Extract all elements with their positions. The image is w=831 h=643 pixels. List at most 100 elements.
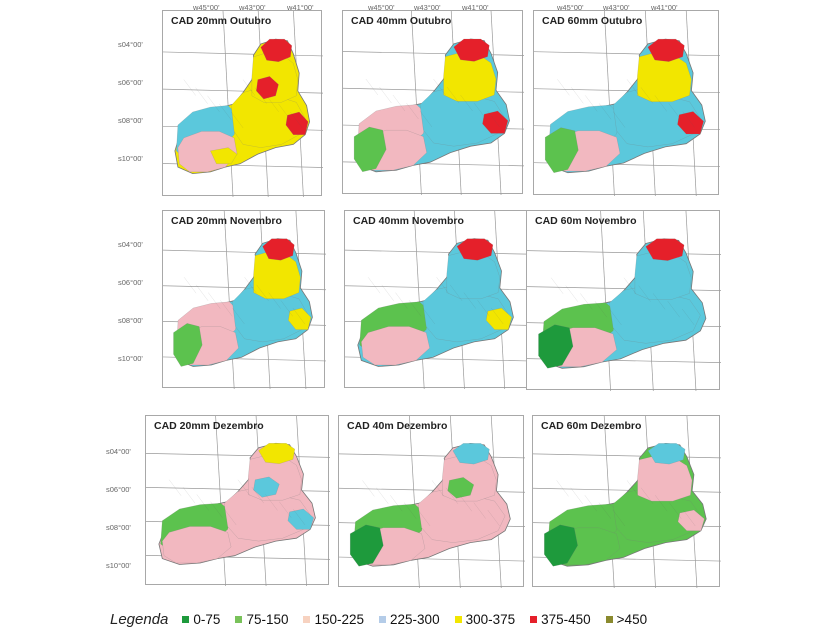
meridian-line bbox=[603, 416, 615, 588]
longitude-label: w43°00' bbox=[603, 3, 630, 12]
municipality-border bbox=[224, 508, 237, 526]
map-region-eastspot bbox=[288, 307, 312, 330]
latitude-label: s04°00' bbox=[106, 447, 131, 456]
map-region-eastspot bbox=[677, 509, 705, 531]
municipality-border bbox=[477, 300, 490, 317]
legend-item: 225-300 bbox=[379, 612, 440, 627]
municipality-border bbox=[244, 277, 257, 294]
map-panel: CAD 40m Dezembro bbox=[338, 415, 525, 588]
legend-label: 300-375 bbox=[465, 611, 516, 627]
map-region-midspot bbox=[447, 477, 475, 499]
legend-item: 150-225 bbox=[303, 612, 364, 627]
legend-swatch bbox=[182, 615, 190, 623]
municipality-border bbox=[367, 277, 381, 294]
longitude-label: w43°00' bbox=[414, 3, 441, 12]
municipality-border bbox=[446, 86, 460, 104]
municipality-border bbox=[419, 110, 433, 128]
longitude-label: w41°00' bbox=[287, 3, 314, 12]
municipality-border bbox=[667, 301, 680, 318]
municipality-border bbox=[279, 501, 292, 518]
map-region-swpatch bbox=[538, 324, 574, 369]
legend: Legenda 0-75 75-150 150-225 225-300 300-375 3… bbox=[110, 608, 662, 630]
meridian-line bbox=[411, 11, 422, 195]
panel-title: CAD 40mm Novembro bbox=[353, 215, 464, 227]
map-panel: CAD 60m Novembro bbox=[526, 210, 721, 391]
municipality-border bbox=[682, 308, 695, 326]
municipality-border bbox=[182, 486, 196, 504]
map-region-tip bbox=[258, 443, 296, 464]
panel-title: CAD 20mm Novembro bbox=[171, 215, 282, 227]
legend-swatch bbox=[454, 615, 462, 623]
latitude-label: s06°00' bbox=[106, 485, 131, 494]
map-region-eastspot bbox=[285, 111, 309, 135]
municipality-border bbox=[406, 102, 419, 120]
municipality-border bbox=[436, 277, 449, 294]
legend-swatch bbox=[303, 615, 311, 623]
municipality-border bbox=[268, 292, 281, 309]
parallel-line bbox=[345, 249, 528, 255]
legend-label: 0-75 bbox=[193, 611, 221, 627]
map-region-midspot bbox=[256, 76, 279, 100]
municipality-border bbox=[669, 502, 682, 519]
legend-item: 75-150 bbox=[235, 612, 288, 627]
municipality-border bbox=[395, 292, 408, 309]
latitude-label: s06°00' bbox=[118, 278, 143, 287]
map-panel: CAD 20mm Dezembro bbox=[145, 415, 330, 586]
municipality-border bbox=[626, 480, 640, 497]
legend-items: 0-75 75-150 150-225 225-300 300-375 375-450 >4… bbox=[182, 612, 662, 627]
map-region-tip bbox=[453, 38, 490, 62]
map-region-eastspot bbox=[287, 508, 314, 530]
panel-title: CAD 40m Dezembro bbox=[347, 420, 448, 432]
longitude-label: w41°00' bbox=[462, 3, 489, 12]
map-canvas bbox=[163, 211, 326, 389]
municipality-border bbox=[422, 307, 436, 325]
legend-swatch bbox=[530, 615, 538, 623]
panel-title: CAD 20mm Outubro bbox=[171, 15, 272, 27]
municipality-border bbox=[392, 94, 406, 112]
municipality-border bbox=[598, 103, 612, 120]
municipality-border bbox=[638, 285, 651, 302]
municipality-border bbox=[556, 480, 569, 497]
municipality-border bbox=[379, 86, 392, 104]
municipality-border bbox=[652, 293, 666, 310]
map-region-swpatch bbox=[544, 127, 579, 173]
municipality-border bbox=[463, 292, 477, 309]
meridian-line bbox=[215, 416, 226, 586]
municipality-border bbox=[431, 480, 445, 497]
municipality-border bbox=[473, 502, 486, 519]
map-panel: CAD 20mm Outubro bbox=[162, 10, 323, 197]
longitude-label: w41°00' bbox=[651, 3, 678, 12]
panel-title: CAD 20mm Dezembro bbox=[154, 420, 264, 432]
map-region-eastspot bbox=[677, 111, 704, 135]
municipality-border bbox=[251, 486, 264, 504]
parallel-line bbox=[339, 453, 525, 459]
municipality-border bbox=[640, 487, 654, 504]
latitude-label: s04°00' bbox=[118, 40, 143, 49]
municipality-border bbox=[169, 479, 182, 496]
municipality-border bbox=[183, 79, 196, 96]
map-panel: CAD 60mm Outubro bbox=[533, 10, 720, 196]
municipality-border bbox=[210, 501, 223, 518]
longitude-label: w45°00' bbox=[557, 3, 584, 12]
map-region-swpatch bbox=[349, 524, 384, 567]
map-canvas bbox=[345, 211, 528, 389]
municipality-border bbox=[683, 509, 696, 527]
latitude-label: s08°00' bbox=[118, 116, 143, 125]
map-canvas bbox=[343, 11, 524, 195]
parallel-line bbox=[163, 249, 326, 255]
municipality-border bbox=[460, 94, 473, 112]
municipality-border bbox=[220, 300, 233, 317]
map-region-eastspot bbox=[482, 110, 509, 134]
meridian-line bbox=[409, 416, 420, 588]
municipality-border bbox=[487, 509, 500, 527]
legend-label: 150-225 bbox=[314, 611, 365, 627]
legend-swatch bbox=[605, 615, 613, 623]
municipality-border bbox=[557, 79, 570, 96]
longitude-label: w45°00' bbox=[368, 3, 395, 12]
map-canvas bbox=[533, 416, 721, 588]
parallel-line bbox=[533, 453, 721, 459]
municipality-border bbox=[668, 103, 681, 120]
map-region-midspot bbox=[253, 476, 280, 498]
map-panel: CAD 20mm Novembro bbox=[162, 210, 326, 389]
municipality-border bbox=[571, 87, 584, 104]
